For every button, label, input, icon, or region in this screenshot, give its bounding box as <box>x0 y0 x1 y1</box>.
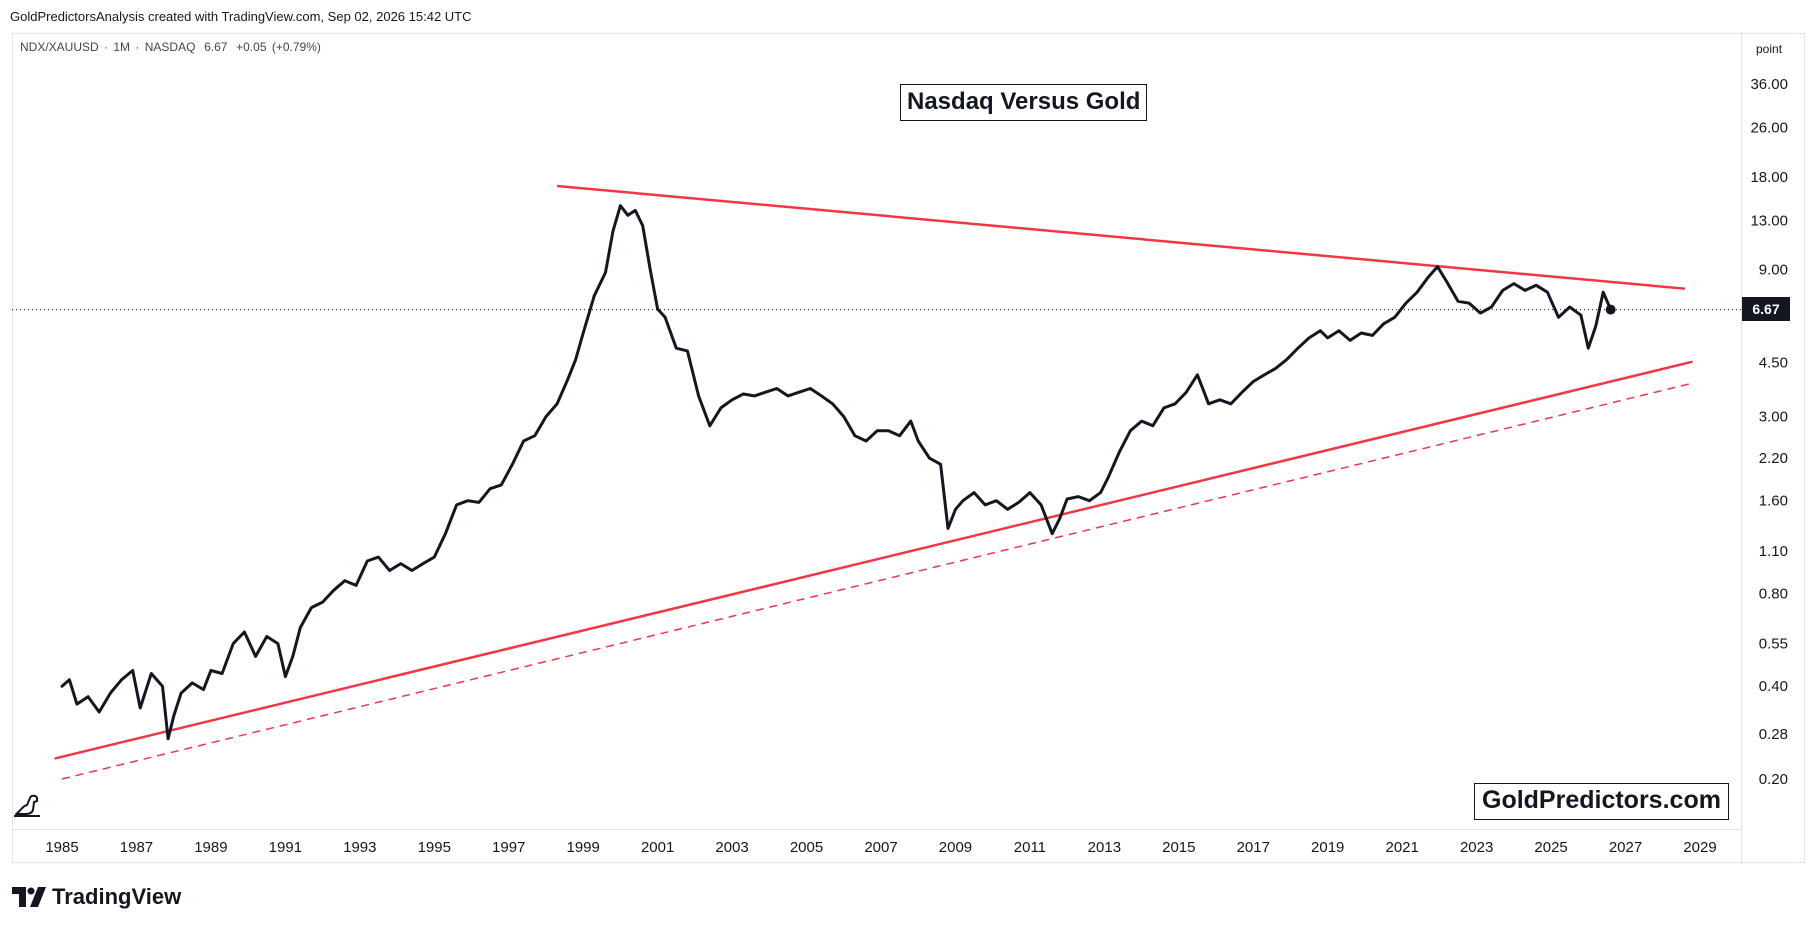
x-tick-label: 1985 <box>45 839 78 856</box>
tradingview-dino-icon[interactable] <box>12 790 42 820</box>
x-tick-label: 2007 <box>864 839 897 856</box>
x-tick-label: 2019 <box>1311 839 1344 856</box>
support-trendline-dashed <box>61 382 1693 780</box>
y-tick-label: 2.20 <box>1759 450 1788 467</box>
y-tick-label: 1.60 <box>1759 493 1788 510</box>
y-tick-label: 0.55 <box>1759 636 1788 653</box>
support-trendline <box>54 360 1693 760</box>
legend-separator: · <box>104 40 109 54</box>
x-tick-label: 2003 <box>715 839 748 856</box>
x-tick-label: 2001 <box>641 839 674 856</box>
symbol-legend[interactable]: NDX/XAUUSD · 1M · NASDAQ 6.67 +0.05 (+0.… <box>20 40 323 54</box>
chart-frame <box>12 33 1805 863</box>
x-tick-label: 2015 <box>1162 839 1195 856</box>
symbol-change-pct: (+0.79%) <box>271 40 321 54</box>
x-tick-label: 1987 <box>120 839 153 856</box>
tradingview-logo-icon <box>12 887 46 907</box>
symbol-interval: 1M <box>113 40 131 54</box>
x-tick-label: 1991 <box>269 839 302 856</box>
y-tick-label: 36.00 <box>1750 76 1788 93</box>
x-tick-label: 2011 <box>1014 839 1046 856</box>
y-tick-label: 3.00 <box>1759 409 1788 426</box>
x-tick-label: 2013 <box>1088 839 1121 856</box>
tradingview-wordmark: TradingView <box>52 884 182 909</box>
price-scale-divider <box>1741 33 1742 863</box>
x-tick-label: 2021 <box>1385 839 1418 856</box>
x-tick-label: 1997 <box>492 839 525 856</box>
y-tick-label: 4.50 <box>1759 354 1788 371</box>
y-tick-label: 0.28 <box>1759 726 1788 743</box>
symbol-last: 6.67 <box>204 40 228 54</box>
y-tick-label: 13.00 <box>1750 212 1788 229</box>
x-tick-label: 2017 <box>1237 839 1270 856</box>
x-tick-label: 1989 <box>194 839 227 856</box>
y-tick-label: 0.20 <box>1759 771 1788 788</box>
chart-title: Nasdaq Versus Gold <box>900 84 1148 121</box>
time-scale-divider <box>12 829 1742 830</box>
x-tick-label: 2027 <box>1609 839 1642 856</box>
legend-separator: · <box>135 40 140 54</box>
symbol-change: +0.05 <box>236 40 267 54</box>
chart-header: GoldPredictorsAnalysis created with Trad… <box>10 9 472 24</box>
tradingview-footer[interactable]: TradingView <box>12 884 181 910</box>
y-tick-label: 1.10 <box>1759 543 1788 560</box>
ratio-series-line <box>60 204 1613 741</box>
y-tick-label: 26.00 <box>1750 120 1788 137</box>
y-tick-label: 9.00 <box>1759 262 1788 279</box>
y-tick-label: 0.80 <box>1759 585 1788 602</box>
resistance-trendline <box>557 184 1686 290</box>
watermark-brand: GoldPredictors.com <box>1474 783 1729 820</box>
x-tick-label: 2023 <box>1460 839 1493 856</box>
last-price-tag: 6.67 <box>1742 297 1790 321</box>
x-tick-label: 2005 <box>790 839 823 856</box>
x-tick-label: 1993 <box>343 839 376 856</box>
y-tick-label: 0.40 <box>1759 678 1788 695</box>
x-tick-label: 2009 <box>939 839 972 856</box>
x-tick-label: 1995 <box>418 839 451 856</box>
x-tick-label: 2025 <box>1534 839 1567 856</box>
symbol-exchange: NASDAQ <box>144 40 196 54</box>
price-scale-unit[interactable]: point <box>1756 42 1783 56</box>
symbol-name: NDX/XAUUSD <box>20 40 99 54</box>
last-point-marker <box>1605 304 1616 315</box>
x-tick-label: 1999 <box>566 839 599 856</box>
x-tick-label: 2029 <box>1683 839 1716 856</box>
y-tick-label: 18.00 <box>1750 169 1788 186</box>
